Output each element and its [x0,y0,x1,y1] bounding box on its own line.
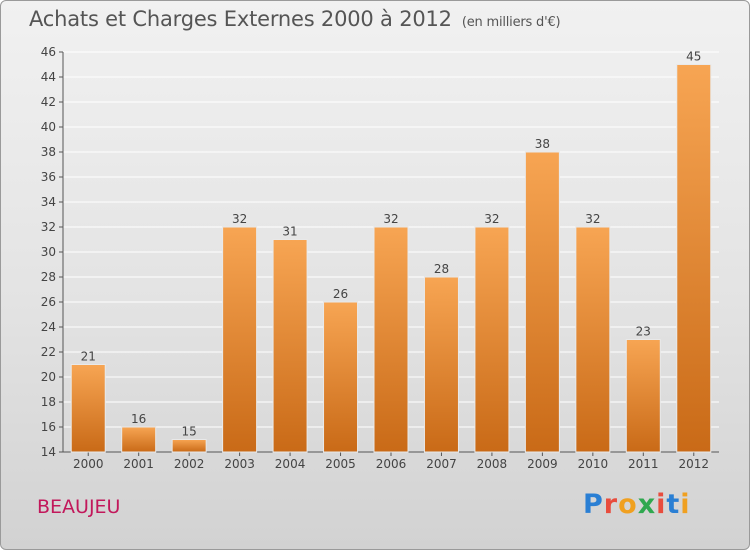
bar-2002 [171,439,207,453]
bar-2000 [70,364,106,453]
commune-name: BEAUJEU [37,496,121,518]
x-tick-label-2011: 2011 [628,457,659,471]
bar-2012 [676,64,712,453]
bar-2010 [575,226,611,453]
chart-unit: (en milliers d'€) [461,15,561,30]
y-tick-label: 18 [41,395,56,409]
x-tick-label-2005: 2005 [325,457,356,471]
x-tick-label-2008: 2008 [477,457,508,471]
y-tick-label: 24 [41,320,56,334]
x-tick-label-2003: 2003 [224,457,255,471]
bar-2006 [373,226,409,453]
y-tick-label: 30 [41,245,56,259]
bar-2011 [625,339,661,453]
bars [70,64,712,453]
bar-2001 [121,426,157,453]
logo-letter: t [666,489,681,520]
value-label-2000: 21 [81,350,96,364]
value-label-2001: 16 [131,412,146,426]
y-tick-label: 34 [41,195,56,209]
x-tick-label-2012: 2012 [678,457,709,471]
logo-letter: i [680,489,691,520]
x-tick-label-2001: 2001 [123,457,154,471]
value-label-2008: 32 [484,212,499,226]
value-label-2011: 23 [636,325,651,339]
bar-2007 [423,276,459,453]
logo-letter: i [656,489,667,520]
x-tick-label-2006: 2006 [376,457,407,471]
proxiti-logo: Proxiti [583,489,691,520]
y-tick-label: 26 [41,295,56,309]
value-label-2003: 32 [232,212,247,226]
value-label-2004: 31 [282,225,297,239]
y-tick-label: 40 [41,120,56,134]
bar-2009 [524,151,560,453]
bar-2003 [222,226,258,453]
y-tick-label: 14 [41,445,56,459]
x-tick-label-2002: 2002 [174,457,205,471]
logo-letter: P [583,489,604,520]
value-label-2012: 45 [686,50,701,64]
value-label-2002: 15 [182,425,197,439]
x-tick-label-2007: 2007 [426,457,457,471]
labels: 14 16 18 20 22 24 26 28 30 32 34 36 38 40 42 44 46 21 2000… [41,45,709,471]
y-tick-label: 22 [41,345,56,359]
chart-title: Achats et Charges Externes 2000 à 2012 (e… [29,7,561,31]
value-label-2006: 32 [383,212,398,226]
y-tick-label: 28 [41,270,56,284]
y-tick-label: 46 [41,45,56,59]
logo-letter: x [637,489,657,520]
x-tick-label-2009: 2009 [527,457,558,471]
y-tick-label: 36 [41,170,56,184]
bar-2005 [323,301,359,453]
x-tick-label-2004: 2004 [275,457,306,471]
y-tick-label: 16 [41,420,56,434]
x-tick-label-2000: 2000 [73,457,104,471]
value-label-2010: 32 [585,212,600,226]
chart-title-text: Achats et Charges Externes 2000 à 2012 [29,7,452,31]
y-tick-label: 42 [41,95,56,109]
y-tick-label: 38 [41,145,56,159]
logo-letter: o [618,489,638,520]
value-label-2005: 26 [333,287,348,301]
bar-2008 [474,226,510,453]
value-label-2009: 38 [535,137,550,151]
value-label-2007: 28 [434,262,449,276]
y-tick-label: 20 [41,370,56,384]
y-tick-label: 32 [41,220,56,234]
x-tick-label-2010: 2010 [578,457,609,471]
bar-2004 [272,239,308,453]
logo-letter: r [603,489,619,520]
y-tick-label: 44 [41,70,56,84]
